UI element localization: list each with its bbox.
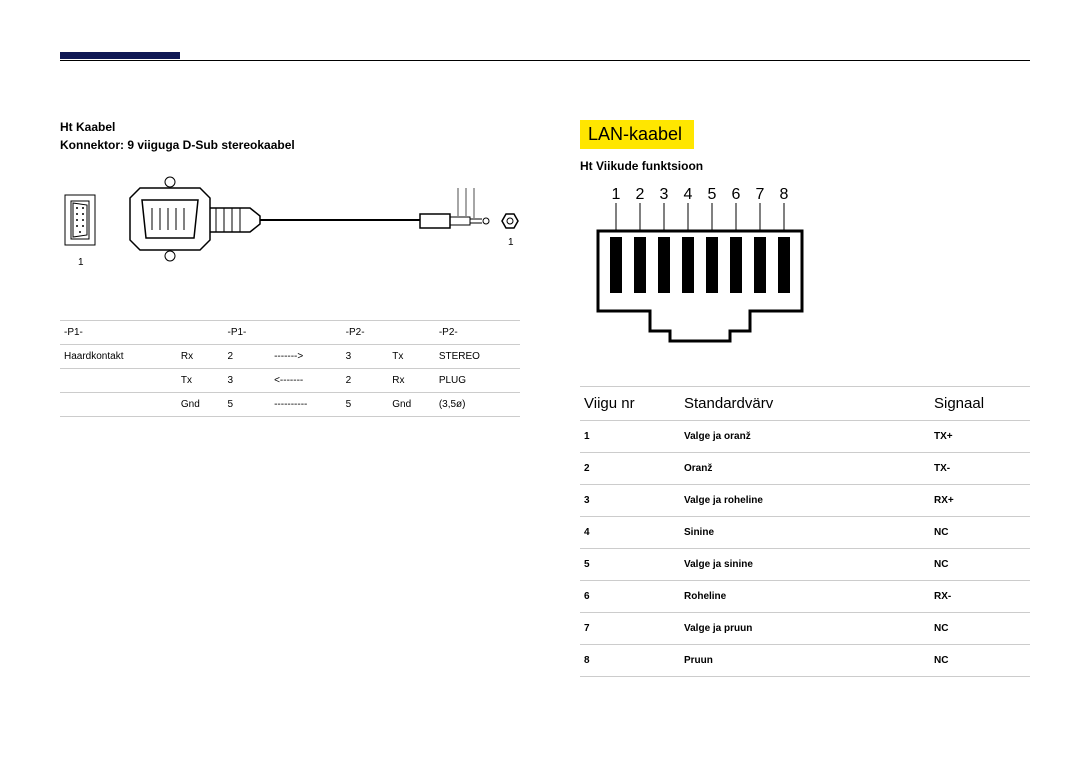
fig-caption-2: 1 — [508, 237, 514, 248]
pin-th: -P1- — [60, 321, 177, 345]
svg-text:2: 2 — [636, 186, 645, 203]
svg-text:4: 4 — [684, 186, 693, 203]
table-row: 2OranžTX- — [580, 453, 1030, 485]
pin-th: -P2- — [435, 321, 520, 345]
pin-th — [177, 321, 224, 345]
page-columns: Ht Kaabel Konnektor: 9 viiguga D-Sub ste… — [60, 60, 1030, 677]
rj45-svg: 1 2 3 4 5 6 7 8 — [580, 181, 840, 351]
table-row: 8PruunNC — [580, 645, 1030, 677]
lan-table-body: 1Valge ja oranžTX+ 2OranžTX- 3Valge ja r… — [580, 421, 1030, 677]
svg-text:6: 6 — [732, 186, 741, 203]
left-heading: Ht Kaabel — [60, 120, 520, 134]
table-row: Tx 3 <------- 2 Rx PLUG — [60, 369, 520, 393]
pin-mapping-table: -P1- -P1- -P2- -P2- Haardkontakt Rx 2 --… — [60, 320, 520, 417]
table-row: 6RohelineRX- — [580, 581, 1030, 613]
table-row: 5Valge ja sinineNC — [580, 549, 1030, 581]
pin-th — [270, 321, 342, 345]
cable-svg: 1 — [60, 170, 520, 280]
svg-text:7: 7 — [756, 186, 765, 203]
lan-color-table: Viigu nr Standardvärv Signaal 1Valge ja … — [580, 386, 1030, 677]
pin-th: -P2- — [342, 321, 389, 345]
pin-table-head: -P1- -P1- -P2- -P2- — [60, 321, 520, 345]
svg-text:8: 8 — [780, 186, 789, 203]
right-column: LAN-kaabel Ht Viikude funktsioon 1 2 3 4… — [580, 120, 1030, 677]
left-column: Ht Kaabel Konnektor: 9 viiguga D-Sub ste… — [60, 120, 520, 677]
lan-section-title: LAN-kaabel — [580, 120, 694, 149]
table-row: Haardkontakt Rx 2 -------> 3 Tx STEREO — [60, 345, 520, 369]
svg-text:3: 3 — [660, 186, 669, 203]
lan-table-head: Viigu nr Standardvärv Signaal — [580, 387, 1030, 421]
lan-th: Standardvärv — [680, 387, 930, 421]
svg-text:5: 5 — [708, 186, 717, 203]
pin-table-body: Haardkontakt Rx 2 -------> 3 Tx STEREO T… — [60, 345, 520, 417]
header-accent-bar — [60, 52, 180, 59]
rj45-diagram: 1 2 3 4 5 6 7 8 — [580, 181, 1030, 356]
left-subheading: Konnektor: 9 viiguga D-Sub stereokaabel — [60, 138, 520, 152]
pin-th: -P1- — [223, 321, 270, 345]
table-row: 4SinineNC — [580, 517, 1030, 549]
header-rule — [60, 60, 1030, 61]
table-row: 7Valge ja pruunNC — [580, 613, 1030, 645]
svg-text:1: 1 — [612, 186, 621, 203]
table-row: 1Valge ja oranžTX+ — [580, 421, 1030, 453]
table-row: 3Valge ja rohelineRX+ — [580, 485, 1030, 517]
pin-th — [388, 321, 435, 345]
lan-th: Signaal — [930, 387, 1030, 421]
fig-caption-1: 1 — [78, 257, 84, 268]
table-row: Gnd 5 ---------- 5 Gnd (3,5ø) — [60, 393, 520, 417]
right-subtitle: Ht Viikude funktsioon — [580, 159, 1030, 173]
cable-diagram: 1 — [60, 170, 520, 300]
lan-th: Viigu nr — [580, 387, 680, 421]
